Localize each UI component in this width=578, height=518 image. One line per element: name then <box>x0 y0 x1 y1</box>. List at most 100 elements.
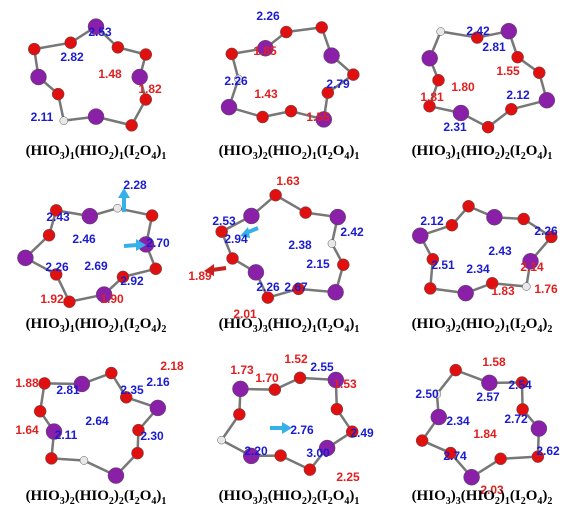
iodine-atom <box>522 252 539 270</box>
caption: (HIO3)3(HIO2)1(I2O4)1 <box>219 316 360 335</box>
distance-label: 1.80 <box>451 80 475 94</box>
distance-label: 2.42 <box>466 24 490 38</box>
oxygen-atom <box>293 371 307 385</box>
oxygen-atom <box>511 50 524 64</box>
oxygen-atom <box>545 230 558 244</box>
oxygen-atom <box>145 209 159 222</box>
distance-label: 2.16 <box>146 375 170 389</box>
oxygen-atom <box>226 252 239 265</box>
oxygen-atom <box>49 268 63 281</box>
oxygen-atom <box>51 87 65 101</box>
oxygen-atom <box>33 405 47 418</box>
distance-label: 1.43 <box>254 87 278 101</box>
oxygen-atom <box>125 119 138 132</box>
iodine-atom <box>327 283 344 301</box>
iodine-atom <box>421 50 438 67</box>
hydrogen-atom <box>234 74 243 84</box>
oxygen-atom <box>321 86 335 99</box>
oxygen-atom <box>515 376 529 389</box>
iodine-atom <box>17 249 34 267</box>
iodine-atom <box>530 420 548 437</box>
distance-label: 2.01 <box>233 307 257 321</box>
iodine-atom <box>131 68 148 86</box>
arrow-head <box>240 227 250 238</box>
distance-label: 2.55 <box>310 360 334 374</box>
iodine-atom <box>457 284 474 302</box>
distance-label: 2.20 <box>244 444 268 458</box>
oxygen-atom <box>485 277 499 290</box>
hydrogen-atom <box>327 239 337 248</box>
distance-label: 2.34 <box>466 262 490 276</box>
oxygen-atom <box>426 253 440 266</box>
iodine-atom <box>327 371 345 389</box>
distance-label: 2.50 <box>415 387 439 401</box>
oxygen-atom <box>470 31 484 44</box>
oxygen-atom <box>424 282 437 295</box>
iodine-atom <box>242 447 260 465</box>
distance-label: 1.55 <box>496 64 520 78</box>
iodine-atom <box>87 18 105 35</box>
oxygen-atom <box>299 206 312 219</box>
distance-label: 2.62 <box>536 444 560 458</box>
oxygen-atom <box>111 41 125 54</box>
distance-label: 1.64 <box>15 423 39 437</box>
oxygen-atom <box>415 434 429 447</box>
distance-label: 2.81 <box>482 40 506 54</box>
arrows-red <box>204 264 227 276</box>
iodine-atom <box>538 91 556 109</box>
oxygen-atom <box>63 295 76 309</box>
distance-label: 2.64 <box>85 414 109 428</box>
hydrogen-atom <box>522 282 531 291</box>
oxygen-atom <box>462 199 475 213</box>
iodine-atom <box>452 104 470 122</box>
distance-label: 1.81 <box>420 90 444 104</box>
distance-label: 1.90 <box>100 292 124 306</box>
iodine-atom <box>463 468 480 486</box>
distance-label: 1.55 <box>306 110 330 124</box>
arrow-head <box>204 264 214 276</box>
iodine-atom <box>243 207 260 225</box>
iodine-atom <box>430 408 448 426</box>
hydrogen-atom <box>217 435 226 445</box>
oxygen-atom <box>284 104 298 118</box>
distance-label: 2.30 <box>140 429 164 443</box>
oxygen-atom <box>330 402 344 416</box>
oxygen-atom <box>233 408 246 421</box>
oxygen-atom <box>42 228 56 242</box>
distance-label: 2.69 <box>84 259 108 273</box>
molecules <box>17 18 558 486</box>
distance-label: 1.85 <box>253 44 277 58</box>
distance-label: 2.31 <box>443 120 467 134</box>
oxygen-atom <box>28 42 41 56</box>
iodine-atom <box>329 208 346 226</box>
oxygen-atom <box>481 120 495 134</box>
iodine-atom <box>315 111 333 128</box>
oxygen-atom <box>269 188 282 202</box>
oxygen-atom <box>132 423 145 437</box>
distance-label: 2.14 <box>520 260 544 274</box>
oxygen-atom <box>149 262 163 276</box>
iodine-atom <box>107 467 125 484</box>
distance-label: 2.25 <box>336 470 360 484</box>
hydrogen-atom <box>436 27 445 36</box>
distance-label: 2.42 <box>340 225 364 239</box>
oxygen-atom <box>225 47 239 61</box>
oxygen-atom <box>444 446 457 460</box>
distance-label: 2.38 <box>288 238 312 252</box>
oxygen-atom <box>337 258 350 272</box>
hydrogen-atom <box>432 389 442 399</box>
caption: (HIO3)2(HIO2)1(I2O4)2 <box>412 316 553 335</box>
distance-label: 2.26 <box>534 224 558 238</box>
arrow <box>123 243 139 248</box>
caption: (HIO3)3(HIO2)2(I2O4)1 <box>219 488 360 507</box>
oxygen-atom <box>64 36 77 49</box>
distance-label: 2.15 <box>306 257 330 271</box>
oxygen-atom <box>303 463 317 476</box>
oxygen-atom <box>532 66 546 80</box>
oxygen-atom <box>139 48 153 61</box>
oxygen-atom <box>116 270 130 284</box>
oxygen-atom <box>516 403 529 416</box>
oxygen-atom <box>445 218 459 232</box>
distance-label: 2.03 <box>480 483 504 497</box>
